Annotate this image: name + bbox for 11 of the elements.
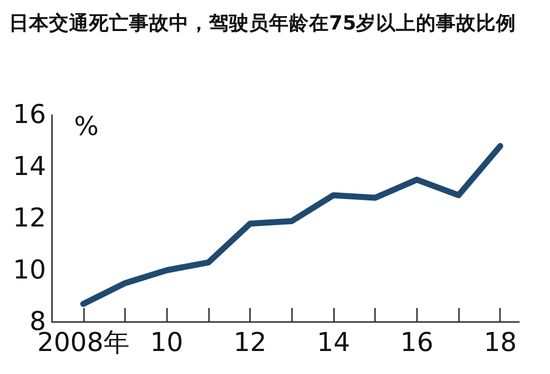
x-tick-label: 14 <box>316 328 350 358</box>
y-tick-label: 10 <box>12 255 46 286</box>
y-tick-label: 12 <box>12 204 46 234</box>
x-tick-label: 16 <box>400 328 434 358</box>
x-tick-label: 18 <box>484 328 517 358</box>
y-axis-title: % <box>74 112 99 142</box>
chart-title: 日本交通死亡事故中，驾驶员年龄在75岁以上的事故比例 <box>9 12 516 34</box>
x-tick-label: 10 <box>150 328 184 358</box>
y-tick-label: 16 <box>12 100 46 130</box>
x-tick-label: 12 <box>234 328 267 358</box>
y-tick-label: 14 <box>12 152 46 182</box>
